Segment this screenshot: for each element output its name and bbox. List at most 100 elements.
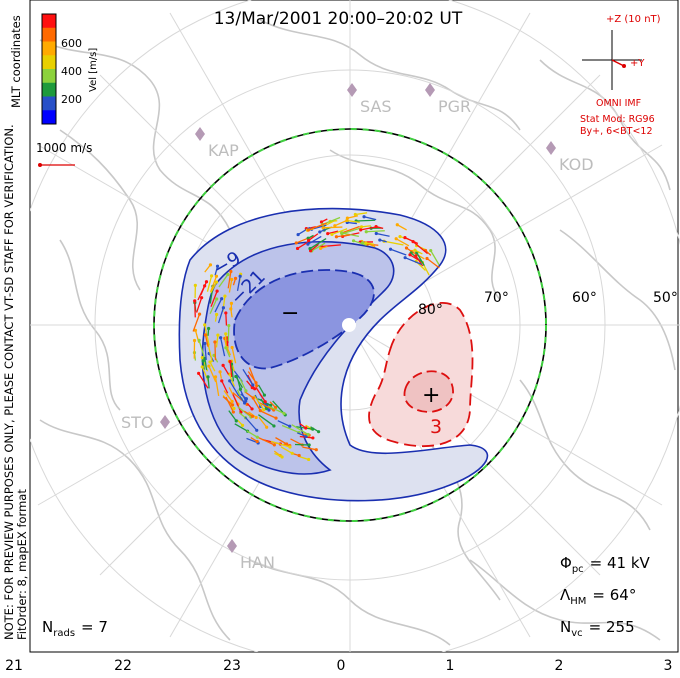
velocity-vector-origin [317,430,320,433]
velocity-vector-origin [359,228,362,231]
velocity-vector-origin [252,396,255,399]
velocity-vector-origin [318,230,321,233]
velocity-vector-origin [194,284,197,287]
imf-model: Stat Mod: RG96 [580,114,655,125]
velocity-vector-origin [231,403,234,406]
velocity-vector [323,227,342,228]
velocity-vector-origin [204,333,207,336]
stat-value: = 64° [592,586,636,604]
potential-min-symbol: − [281,301,299,326]
stat-nrads: Nrads= 7 [42,618,108,639]
velocity-vector-origin [193,299,196,302]
station-code: KAP [208,141,239,160]
stat-value: = 41 kV [590,554,651,572]
mlt-tick-label: 23 [223,658,241,674]
velocity-vector-origin [251,383,254,386]
velocity-vector-origin [220,297,223,300]
velocity-vector-origin [256,440,259,443]
velocity-vector-origin [224,346,227,349]
velocity-vector-origin [311,428,314,431]
velocity-vector-origin [361,241,364,244]
velocity-vector-origin [298,454,301,457]
velocity-vector-origin [425,257,428,260]
velocity-vector-origin [274,417,277,420]
velocity-vector-origin [215,297,218,300]
velocity-vector-origin [200,296,203,299]
velocity-vector-origin [319,247,322,250]
velocity-vector-origin [326,232,329,235]
stat-value: = 7 [81,618,108,636]
velocity-vector-origin [346,217,349,220]
velocity-vector-origin [255,384,258,387]
imf-scale-label: +Z (10 nT) [606,14,661,25]
stat-lambda-hm: ΛHM= 64° [560,586,636,607]
imf-y-label: +Y [630,58,645,69]
imf-condition: By+, 6<BT<12 [580,126,653,137]
velocity-vector-origin [288,425,291,428]
imf-source: OMNI IMF [596,98,641,109]
velocity-vector-origin [215,313,218,316]
velocity-vector-origin [272,424,275,427]
velocity-vector-origin [239,388,242,391]
velocity-vector-origin [216,290,219,293]
stat-subscript: rads [53,628,75,639]
velocity-vector-origin [213,340,216,343]
contour-label: 3 [430,416,442,438]
velocity-vector-origin [229,307,232,310]
mlt-tick-label: 21 [5,658,23,674]
velocity-vector [226,313,227,326]
velocity-vector-origin [280,455,283,458]
velocity-vector-origin [219,336,222,339]
stat-value: = 255 [589,618,635,636]
velocity-vector-origin [241,424,244,427]
stat-subscript: HM [570,596,586,607]
color-bar-segment [42,97,56,111]
velocity-vector-origin [203,342,206,345]
velocity-vector-origin [244,389,247,392]
velocity-vector-origin [201,365,204,368]
velocity-vector-origin [197,372,200,375]
velocity-vector-origin [214,375,217,378]
velocity-vector-origin [231,346,234,349]
station-code: HAN [240,553,275,572]
station-code: SAS [360,97,392,116]
station-marker-icon [227,539,237,553]
velocity-vector-origin [408,253,411,256]
reference-vector-label: 1000 m/s [36,141,92,155]
velocity-vector-origin [413,249,416,252]
velocity-vector-origin [322,226,325,229]
velocity-vector-origin [256,436,259,439]
color-bar-segment [42,28,56,42]
velocity-vector-origin [235,419,238,422]
velocity-vector-origin [259,409,262,412]
color-bar-segment [42,110,56,124]
velocity-vector-origin [396,223,399,226]
velocity-vector-origin [198,339,201,342]
velocity-vector-origin [398,235,401,238]
velocity-vector-origin [255,429,258,432]
velocity-vector-origin [230,302,233,305]
velocity-vector-origin [296,247,299,250]
velocity-vector-origin [222,306,225,309]
velocity-vector-origin [333,224,336,227]
velocity-vector-origin [232,410,235,413]
velocity-vector-origin [307,458,310,461]
velocity-vector-origin [210,274,213,277]
velocity-vector-origin [273,443,276,446]
imf-vector [612,60,624,66]
color-bar-tick: 200 [61,93,82,106]
color-bar-segment [42,83,56,97]
lat-label: 50° [653,290,678,306]
velocity-vector-origin [255,416,258,419]
color-bar-tick: 400 [61,65,82,78]
velocity-vector-origin [307,239,310,242]
velocity-vector-origin [405,246,408,249]
imf-vector-tip [622,64,626,68]
velocity-vector-origin [308,443,311,446]
velocity-vector [215,342,216,360]
velocity-vector-origin [203,323,206,326]
velocity-vector [356,220,375,221]
velocity-vector-origin [307,228,310,231]
lat-label: 80° [418,302,443,318]
